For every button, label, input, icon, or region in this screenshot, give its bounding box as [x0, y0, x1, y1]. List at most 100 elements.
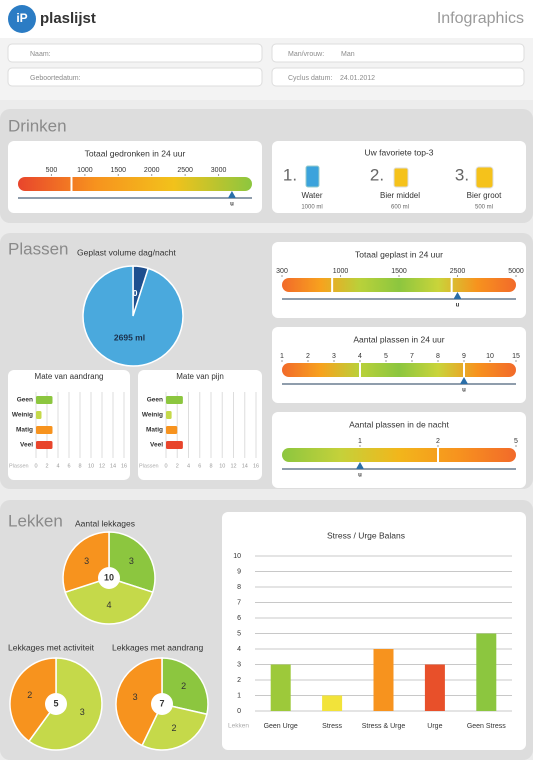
form-label: Cyclus datum: [288, 75, 332, 82]
pie-total: 5 [53, 698, 58, 708]
favorite-rank: 3. [455, 165, 469, 184]
x-tick-label: 2 [306, 353, 310, 360]
pie-slice [161, 657, 209, 716]
x-tick-label: 15 [512, 353, 520, 360]
chart-title: Totaal gedronken in 24 uur [85, 148, 186, 158]
card [222, 512, 526, 750]
favorite-name: Water [301, 191, 322, 200]
bar [166, 441, 183, 449]
slice-label: 3 [84, 556, 89, 566]
x-tick-label: 1 [280, 353, 284, 360]
form-value: 24.01.2012 [340, 75, 375, 82]
x-axis-label: Plassen [139, 463, 159, 469]
x-tick-label: 8 [78, 463, 81, 469]
bar [373, 649, 394, 711]
slice-label: 3 [133, 692, 138, 702]
gauge-bar [18, 177, 252, 191]
category-label: Matig [16, 427, 33, 434]
favorite-icon [393, 167, 409, 188]
chart-title: Aantal plassen in 24 uur [353, 334, 444, 344]
marker [227, 191, 236, 198]
bar [166, 426, 178, 434]
page-title: Infographics [437, 10, 524, 27]
form-value: Man [341, 51, 355, 58]
x-tick-label: 2500 [177, 167, 193, 174]
x-tick-label: 10 [486, 353, 494, 360]
x-tick-label: 0 [34, 463, 37, 469]
form-field [7, 67, 263, 87]
x-tick-label: Geen Stress [467, 723, 506, 730]
x-tick-label: Stress [322, 723, 342, 730]
gauge-bar [282, 278, 516, 292]
bar [36, 426, 53, 434]
y-tick-label: 2 [237, 677, 241, 684]
chart-title: Aantal lekkages [75, 518, 135, 528]
slice-label: 3 [129, 556, 134, 566]
category-label: Veel [150, 442, 163, 449]
x-tick-label: 2 [176, 463, 179, 469]
x-tick-label: Geen Urge [264, 723, 298, 730]
chart-title: Lekkages met aandrang [112, 642, 203, 652]
bar [166, 411, 172, 419]
x-tick-label: 12 [230, 463, 236, 469]
x-tick-label: 1 [358, 438, 362, 445]
x-tick-label: Urge [427, 723, 442, 730]
x-tick-label: 8 [209, 463, 212, 469]
x-tick-label: 14 [110, 463, 116, 469]
x-tick-label: 2500 [450, 268, 466, 275]
pie-slice [108, 531, 156, 594]
favorite-amount: 500 ml [475, 205, 493, 211]
x-tick-label: Stress & Urge [362, 723, 406, 730]
y-tick-label: 8 [237, 584, 241, 591]
x-tick-label: 16 [253, 463, 259, 469]
y-tick-label: 6 [237, 615, 241, 622]
pie-slice [115, 657, 163, 747]
slice-label: 3 [80, 707, 85, 717]
slice-label: 2 [171, 723, 176, 733]
marker [356, 462, 364, 469]
y-tick-label: 1 [237, 692, 241, 699]
bar [36, 411, 42, 419]
pie-slice [82, 265, 184, 367]
x-tick-label: 2000 [144, 167, 160, 174]
favorite-amount: 600 ml [391, 205, 409, 211]
bar [166, 396, 183, 404]
favorite-icon [305, 165, 320, 188]
y-tick-label: 4 [237, 646, 241, 653]
pie-total: 10 [104, 572, 114, 582]
x-tick-label: 4 [187, 463, 190, 469]
slice-label: 2695 ml [114, 332, 145, 342]
x-tick-label: 5000 [508, 268, 524, 275]
marker-label: u [462, 388, 466, 394]
pie-center [45, 693, 67, 715]
pie-total: 7 [159, 698, 164, 708]
pie-slice [9, 657, 57, 743]
x-tick-label: 16 [121, 463, 127, 469]
x-tick-label: 2 [436, 438, 440, 445]
marker [453, 292, 462, 299]
section-title: Lekken [8, 511, 63, 530]
x-tick-label: 9 [462, 353, 466, 360]
favorites-title: Uw favoriete top-3 [365, 147, 434, 157]
pie-center [151, 693, 173, 715]
header-bar [0, 0, 533, 38]
y-tick-label: 7 [237, 599, 241, 606]
y-tick-label: 9 [237, 568, 241, 575]
favorite-name: Bier middel [380, 191, 420, 200]
chart-title: Totaal geplast in 24 uur [355, 249, 443, 259]
x-tick-label: 1500 [110, 167, 126, 174]
category-label: Weinig [12, 412, 33, 419]
bar [424, 664, 445, 711]
form-label: Man/vrouw: [288, 51, 324, 58]
form-field [271, 43, 525, 63]
category-label: Geen [17, 397, 33, 404]
pie-slice [141, 703, 208, 751]
category-label: Matig [146, 427, 163, 434]
chart-title: Geplast volume dag/nacht [77, 247, 176, 257]
favorite-rank: 2. [370, 165, 384, 184]
pie-slice [62, 531, 110, 594]
x-tick-label: 6 [67, 463, 70, 469]
slice-label: 2 [181, 681, 186, 691]
x-tick-label: 5 [514, 438, 518, 445]
